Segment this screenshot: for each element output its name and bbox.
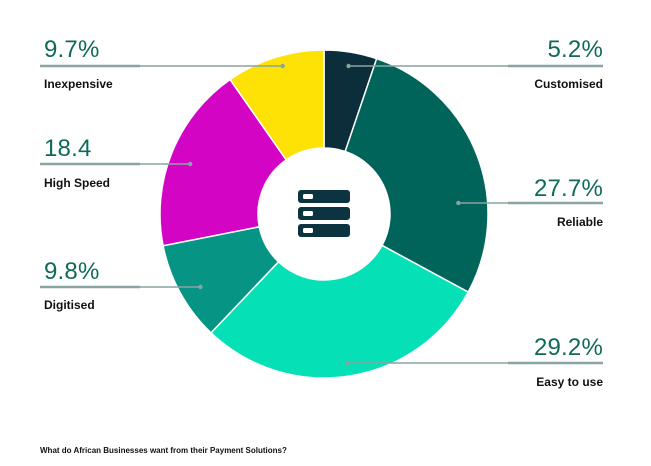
value-label-reliable: 27.7% [534,175,603,202]
callout-dot-easy-to-use [344,360,350,366]
value-label-easy-to-use: 29.2% [534,334,603,361]
category-label-inexpensive: Inexpensive [44,77,113,91]
value-label-high-speed: 18.4 [44,135,92,162]
slice-high-speed [159,78,288,247]
value-label-customised: 5.2% [547,36,603,63]
category-label-easy-to-use: Easy to use [536,375,603,389]
callout-dot-reliable [456,200,461,206]
value-label-inexpensive: 9.7% [44,36,100,63]
category-label-reliable: Reliable [557,215,603,229]
category-label-digitised: Digitised [44,298,95,312]
slice-easy-to-use [209,244,470,379]
slice-reliable [344,57,489,294]
callouts-layer: 5.2% Customised 27.7% Reliable 29.2% Easy to … [40,36,603,389]
callout-dot-digitised [198,284,203,290]
server-stack-icon [298,190,350,237]
slices-layer [159,49,489,379]
callout-dot-high-speed [187,161,193,167]
chart-title: What do African Businesses want from the… [40,446,287,455]
category-label-customised: Customised [534,77,603,91]
value-label-digitised: 9.8% [44,258,100,285]
callout-dot-inexpensive [280,63,285,69]
category-label-high-speed: High Speed [44,176,110,190]
callout-dot-customised [346,63,351,69]
center-layer [298,190,350,237]
